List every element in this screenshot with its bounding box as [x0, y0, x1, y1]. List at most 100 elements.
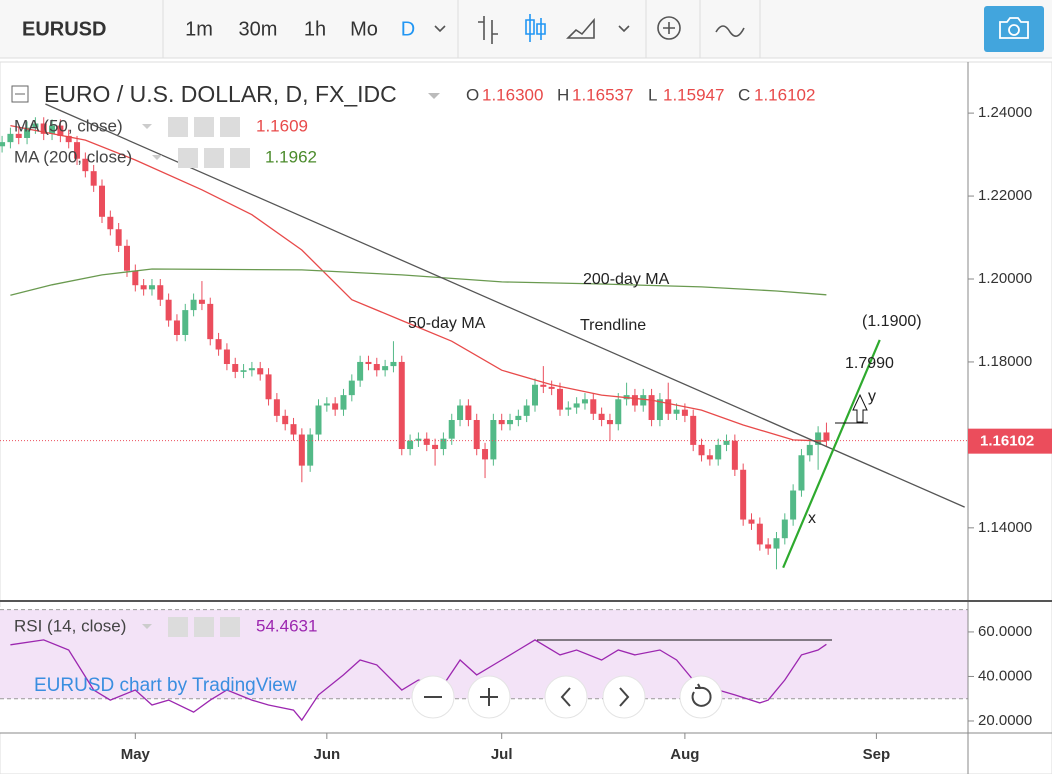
- annotation: y: [868, 388, 876, 405]
- candle-body: [731, 440, 738, 470]
- legend-menu[interactable]: [142, 124, 152, 129]
- chart-type-menu[interactable]: [618, 25, 630, 33]
- candle-body: [107, 216, 114, 230]
- candle-body: [190, 299, 197, 311]
- candle-body: [648, 395, 655, 421]
- bars-icon[interactable]: [478, 16, 498, 44]
- candles-icon[interactable]: [525, 14, 546, 42]
- compare-icon[interactable]: [657, 16, 681, 40]
- candle-body: [257, 368, 264, 375]
- ohlc-key: H: [557, 85, 569, 104]
- candle-body: [415, 438, 422, 441]
- candle-body: [432, 444, 439, 450]
- candle-body: [24, 127, 31, 138]
- compare-plus: [663, 22, 675, 34]
- indicators-icon[interactable]: [715, 25, 745, 37]
- candle-body: [715, 444, 722, 460]
- candle-body: [515, 415, 522, 421]
- candle-body: [307, 434, 314, 466]
- remove-button[interactable]: [230, 148, 250, 168]
- scroll-right-button[interactable]: [602, 675, 646, 719]
- candle-body: [74, 142, 81, 159]
- reset-glyph: [691, 683, 712, 707]
- candle-body: [265, 374, 272, 400]
- x-tick-label: May: [121, 746, 151, 763]
- settings-button[interactable]: [194, 617, 214, 637]
- candle-body: [240, 370, 247, 372]
- legend-menu[interactable]: [142, 624, 152, 629]
- reset-button[interactable]: [679, 675, 723, 719]
- x-tick-label: Sep: [863, 746, 891, 763]
- interval-active[interactable]: D: [401, 18, 415, 40]
- candle-body: [290, 424, 297, 435]
- area-icon[interactable]: [566, 17, 595, 39]
- navigation: [411, 675, 723, 719]
- ma-legend: MA (200, close): [14, 147, 132, 166]
- candle-body: [698, 444, 705, 456]
- annotation: Trendline: [580, 317, 646, 334]
- plus-glyph: [480, 688, 498, 706]
- drawn-line: [782, 339, 881, 569]
- candle-body: [756, 523, 763, 545]
- candle-body: [573, 403, 580, 408]
- interval-menu[interactable]: [434, 25, 446, 33]
- candle-body: [673, 409, 680, 414]
- candle-body: [748, 519, 755, 524]
- candle-body: [798, 455, 805, 491]
- remove-button[interactable]: [220, 617, 240, 637]
- candle-body: [490, 420, 497, 460]
- legend: EURO / U.S. DOLLAR, D, FX_IDC O 1.16300 …: [11, 81, 815, 696]
- candle-body: [232, 364, 239, 372]
- y-tick-label: 1.18000: [978, 353, 1032, 370]
- interval[interactable]: 1h: [304, 18, 326, 40]
- title-menu[interactable]: [428, 93, 440, 99]
- settings-button[interactable]: [204, 148, 224, 168]
- settings-button[interactable]: [194, 117, 214, 137]
- last-price-tag: [968, 428, 1052, 454]
- candle-body: [182, 310, 189, 335]
- candle-body: [548, 386, 555, 389]
- candle-body: [332, 403, 339, 410]
- candle-body: [99, 185, 106, 217]
- candle-body: [740, 469, 747, 520]
- watermark[interactable]: EURUSD chart by TradingView: [34, 675, 297, 696]
- ohlc-key: L: [648, 85, 657, 104]
- candle-body: [298, 434, 305, 466]
- interval[interactable]: Mo: [350, 18, 378, 40]
- candle-body: [373, 364, 380, 371]
- candle-body: [215, 339, 222, 350]
- candle-body: [82, 158, 89, 172]
- interval[interactable]: 30m: [239, 18, 278, 40]
- rsi-tick-label: 40.0000: [978, 667, 1032, 684]
- arrow-up: [852, 393, 868, 423]
- scroll-left-button[interactable]: [544, 675, 588, 719]
- ohlc-value: 1.16102: [754, 85, 815, 104]
- candle-body: [706, 455, 713, 460]
- symbol[interactable]: EURUSD: [22, 18, 106, 40]
- candle-body: [665, 399, 672, 414]
- candle-body: [390, 361, 397, 367]
- candle-body: [448, 420, 455, 439]
- chart-title: EURO / U.S. DOLLAR, D, FX_IDC: [44, 81, 397, 107]
- rsi-tick-label: 60.0000: [978, 623, 1032, 640]
- snapshot-button[interactable]: [984, 6, 1044, 52]
- annotation: (1.1900): [862, 313, 922, 330]
- eye-button[interactable]: [168, 617, 188, 637]
- collapse-icon[interactable]: [11, 85, 29, 103]
- x-tick-label: Jun: [313, 746, 340, 763]
- candle-body: [157, 285, 164, 300]
- candle-body: [457, 405, 464, 421]
- candle-body: [198, 299, 205, 304]
- candle-body: [132, 270, 139, 286]
- interval[interactable]: 1m: [185, 18, 213, 40]
- remove-button[interactable]: [220, 117, 240, 137]
- ma-line: [10, 268, 827, 296]
- candle-body: [173, 320, 180, 335]
- eye-button[interactable]: [168, 117, 188, 137]
- candle-body: [723, 440, 730, 445]
- candle-body: [398, 361, 405, 450]
- legend-menu[interactable]: [152, 155, 162, 160]
- candle-body: [223, 349, 230, 365]
- annotation: 1.7990: [845, 355, 894, 372]
- eye-button[interactable]: [178, 148, 198, 168]
